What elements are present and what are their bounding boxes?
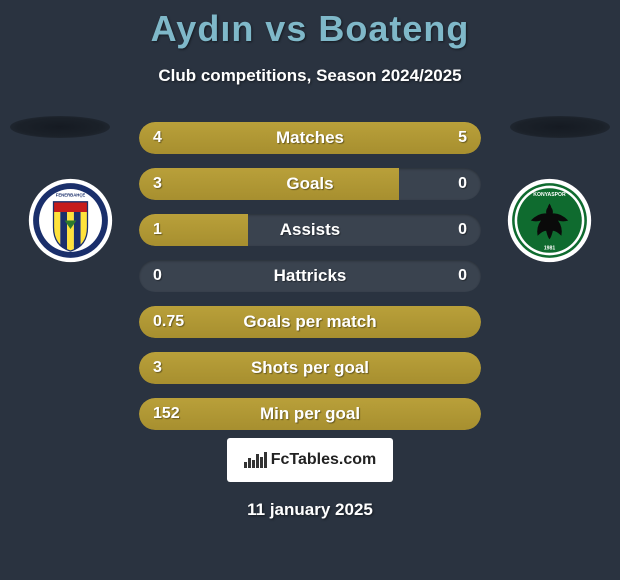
fenerbahce-crest-icon: FENERBAHÇE 1907 bbox=[28, 178, 113, 263]
stat-label: Hattricks bbox=[139, 260, 481, 292]
stat-row: 45Matches bbox=[139, 122, 481, 154]
stat-label: Matches bbox=[139, 122, 481, 154]
stat-row: 30Goals bbox=[139, 168, 481, 200]
brand-text: FcTables.com bbox=[271, 451, 377, 469]
svg-text:FENERBAHÇE: FENERBAHÇE bbox=[56, 193, 86, 198]
svg-text:KONYASPOR: KONYASPOR bbox=[533, 192, 566, 198]
konyaspor-crest-icon: KONYASPOR 1981 bbox=[507, 178, 592, 263]
subtitle: Club competitions, Season 2024/2025 bbox=[0, 66, 620, 86]
page-title: Aydın vs Boateng bbox=[0, 0, 620, 50]
stat-row: 10Assists bbox=[139, 214, 481, 246]
stat-row: 3Shots per goal bbox=[139, 352, 481, 384]
bars-icon bbox=[244, 452, 267, 468]
stats-bars: 45Matches 30Goals 10Assists 00Hattricks 0.75… bbox=[139, 122, 481, 444]
stat-row: 152Min per goal bbox=[139, 398, 481, 430]
stat-label: Goals per match bbox=[139, 306, 481, 338]
stat-label: Goals bbox=[139, 168, 481, 200]
footer-date: 11 january 2025 bbox=[0, 500, 620, 520]
player-shadow-left bbox=[10, 116, 110, 138]
fctables-logo: FcTables.com bbox=[227, 438, 393, 482]
stat-label: Min per goal bbox=[139, 398, 481, 430]
stat-row: 0.75Goals per match bbox=[139, 306, 481, 338]
player-shadow-right bbox=[510, 116, 610, 138]
stat-label: Shots per goal bbox=[139, 352, 481, 384]
svg-text:1981: 1981 bbox=[544, 245, 555, 251]
stat-row: 00Hattricks bbox=[139, 260, 481, 292]
stat-label: Assists bbox=[139, 214, 481, 246]
